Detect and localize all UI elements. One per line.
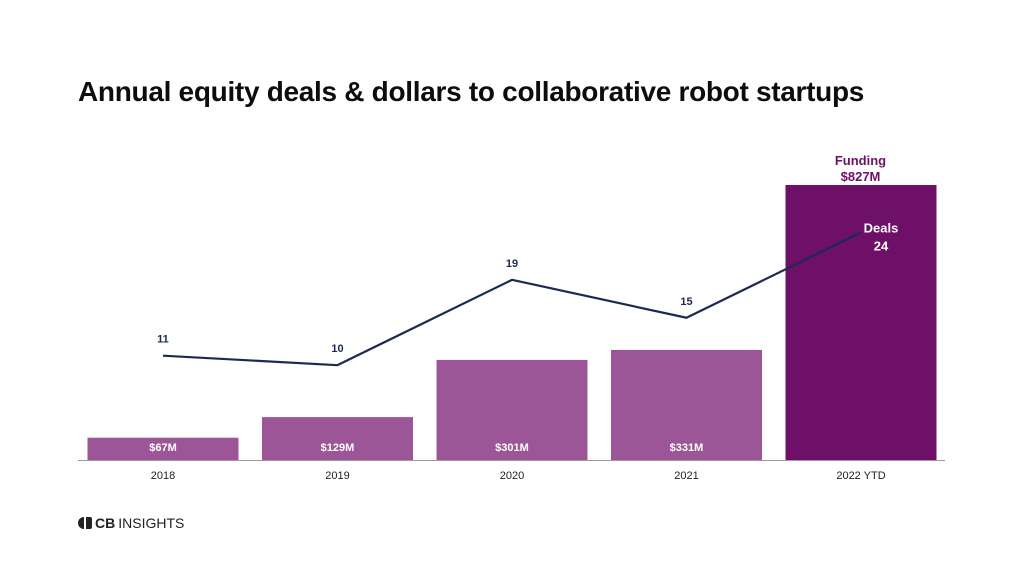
funding-data-label: $301M xyxy=(495,442,529,454)
funding-bar xyxy=(785,185,937,460)
logo-rest-text: INSIGHTS xyxy=(118,515,185,531)
funding-data-label: $827M xyxy=(841,169,881,184)
funding-data-label: $331M xyxy=(670,442,704,454)
x-tick-label: 2021 xyxy=(674,470,698,482)
chart-title: Annual equity deals & dollars to collabo… xyxy=(78,76,865,107)
x-tick-label: 2022 YTD xyxy=(836,470,885,482)
x-tick-label: 2020 xyxy=(500,470,524,482)
cbinsights-logo: CB INSIGHTS xyxy=(78,515,184,531)
x-tick-label: 2019 xyxy=(325,470,349,482)
deals-data-label: 15 xyxy=(680,296,692,308)
funding-data-label: $67M xyxy=(149,442,177,454)
funding-bar xyxy=(436,359,588,460)
funding-bar xyxy=(87,437,239,460)
deals-data-label: 10 xyxy=(331,343,343,355)
funding-series-label: Funding xyxy=(835,153,886,168)
x-tick-label: 2018 xyxy=(151,470,175,482)
funding-data-label: $129M xyxy=(321,442,355,454)
deals-data-label: 24 xyxy=(874,238,889,253)
funding-bar xyxy=(611,349,762,460)
deals-data-label: 11 xyxy=(157,334,169,346)
deals-series-label: Deals xyxy=(864,220,899,235)
cbinsights-logo-icon xyxy=(78,517,92,529)
funding-bar xyxy=(262,417,413,460)
deals-line xyxy=(162,231,862,367)
deals-data-label: 19 xyxy=(506,258,518,270)
logo-cb-text: CB xyxy=(95,515,116,531)
